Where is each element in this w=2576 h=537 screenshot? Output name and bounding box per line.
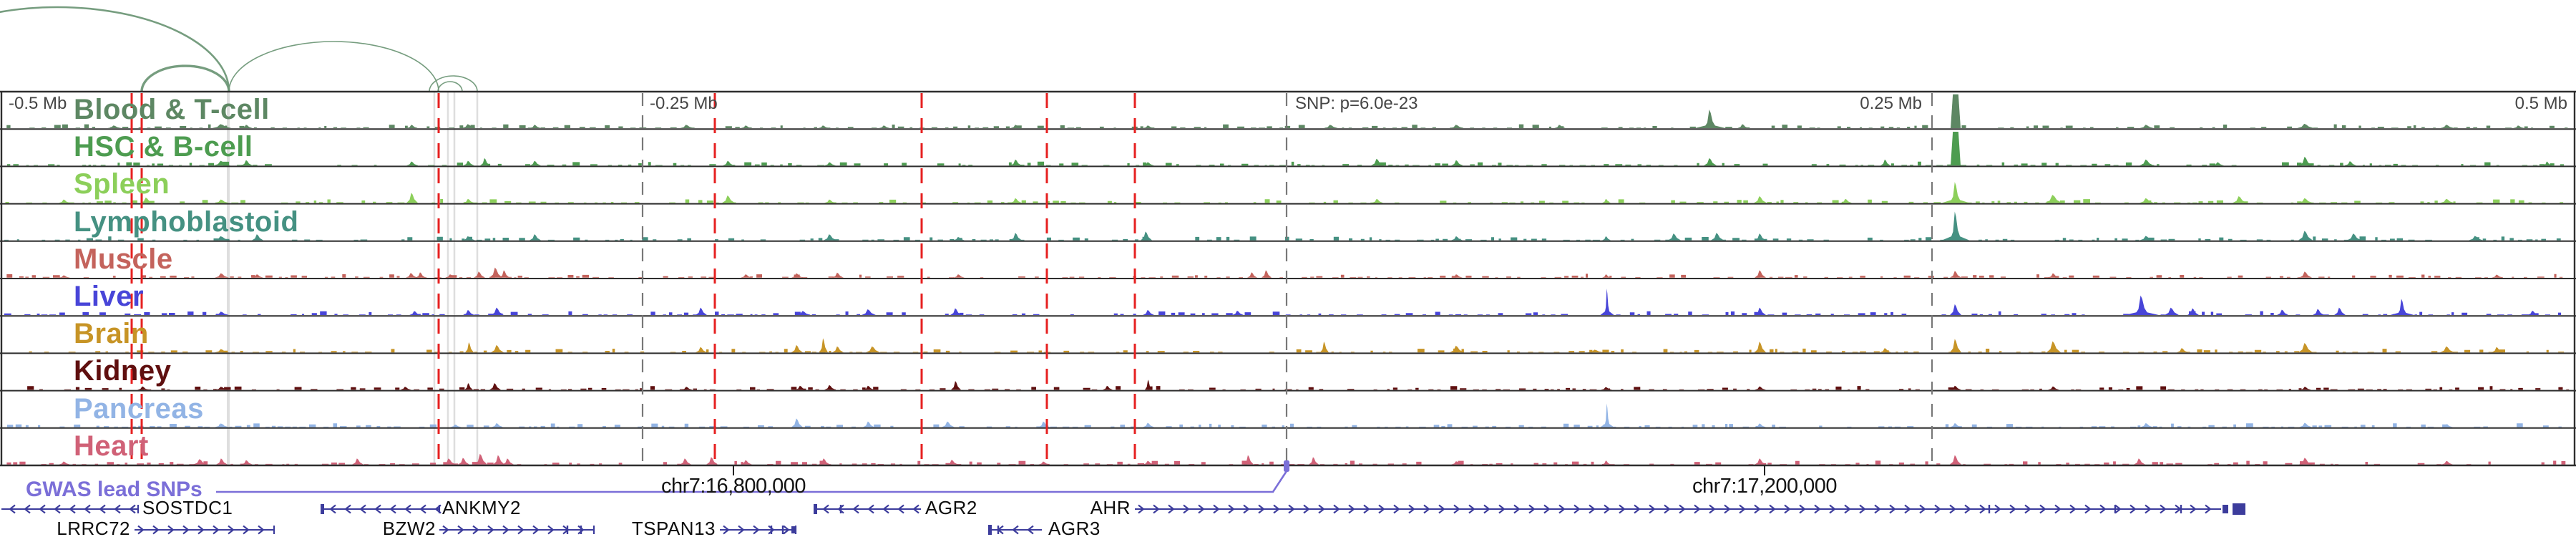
scale-label-0.5mb: 0.5 Mb bbox=[2514, 94, 2567, 113]
scale-label-minus-0.5mb: -0.5 Mb bbox=[9, 94, 67, 113]
gene-label-ahr: AHR bbox=[1090, 497, 1131, 518]
track-label-pancreas: Pancreas bbox=[74, 392, 204, 425]
track-label-heart: Heart bbox=[74, 430, 149, 462]
gene-label-agr2: AGR2 bbox=[925, 497, 977, 518]
track-label-blood-t-cell: Blood & T-cell bbox=[74, 94, 270, 125]
track-label-brain: Brain bbox=[74, 318, 149, 350]
gene-label-ankmy2: ANKMY2 bbox=[442, 497, 521, 518]
coordinate-label-left: chr7:16,800,000 bbox=[660, 475, 806, 498]
track-label-hsc-b-cell: HSC & B-cell bbox=[74, 131, 253, 163]
track-label-spleen: Spleen bbox=[74, 168, 170, 200]
gwas-lead-snps-label: GWAS lead SNPs bbox=[26, 478, 203, 501]
gene-label-bzw2: BZW2 bbox=[382, 518, 436, 537]
track-label-liver: Liver bbox=[74, 281, 145, 312]
gene-label-sostdc1: SOSTDC1 bbox=[142, 497, 233, 518]
track-label-kidney: Kidney bbox=[74, 355, 172, 387]
gene-label-lrrc72: LRRC72 bbox=[57, 518, 130, 537]
track-label-muscle: Muscle bbox=[74, 243, 173, 275]
gene-label-tspan13: TSPAN13 bbox=[631, 518, 716, 537]
coordinate-label-right: chr7:17,200,000 bbox=[1692, 475, 1838, 498]
scale-label-0.25mb: 0.25 Mb bbox=[1860, 94, 1922, 113]
scale-label-minus-0.25mb: -0.25 Mb bbox=[650, 94, 718, 113]
snp-pvalue-label: SNP: p=6.0e-23 bbox=[1295, 94, 1418, 113]
gene-label-agr3: AGR3 bbox=[1048, 518, 1101, 537]
track-label-lymphoblastoid: Lymphoblastoid bbox=[74, 205, 299, 238]
